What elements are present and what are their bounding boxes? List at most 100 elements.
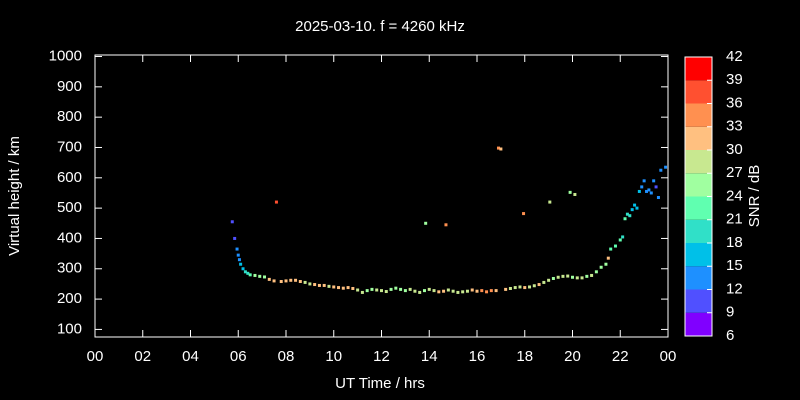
data-point — [322, 283, 326, 287]
data-point — [284, 279, 288, 283]
data-point — [294, 278, 298, 282]
colorbar-tick-label: 27 — [726, 164, 743, 181]
data-point — [370, 287, 374, 291]
data-point — [298, 280, 302, 284]
colorbar-band — [685, 289, 712, 313]
data-point — [236, 253, 240, 257]
colorbar-band — [685, 126, 712, 150]
y-tick-label: 200 — [57, 290, 82, 307]
x-tick-label: 00 — [660, 348, 677, 365]
data-point — [640, 185, 644, 189]
data-point — [346, 286, 350, 290]
data-point — [532, 284, 536, 288]
data-point — [604, 262, 608, 266]
data-point — [518, 285, 522, 289]
x-tick-label: 00 — [87, 348, 104, 365]
colorbar-band — [685, 312, 712, 336]
data-point — [475, 289, 479, 293]
data-point — [444, 223, 448, 227]
data-point — [399, 287, 403, 291]
data-point — [542, 280, 546, 284]
data-point — [508, 286, 512, 290]
data-point — [637, 189, 641, 193]
x-tick-label: 14 — [421, 348, 438, 365]
data-point — [279, 280, 283, 284]
data-point — [351, 286, 355, 290]
data-point — [499, 147, 503, 151]
data-point — [418, 290, 422, 294]
data-point — [263, 275, 267, 279]
data-point — [303, 280, 307, 284]
data-point — [590, 273, 594, 277]
data-point — [642, 179, 646, 183]
data-point — [606, 256, 610, 260]
data-point — [317, 283, 321, 287]
data-point — [566, 274, 570, 278]
x-tick-label: 12 — [373, 348, 390, 365]
y-tick-label: 400 — [57, 229, 82, 246]
data-point — [609, 247, 613, 251]
data-point — [230, 220, 234, 224]
colorbar-tick-label: 33 — [726, 118, 743, 135]
y-tick-label: 600 — [57, 169, 82, 186]
data-point — [633, 203, 637, 207]
data-point — [258, 274, 262, 278]
colorbar-band — [685, 243, 712, 267]
data-point — [246, 271, 250, 275]
data-point — [522, 212, 526, 216]
data-point — [437, 290, 441, 294]
data-point — [274, 200, 278, 204]
data-point — [456, 290, 460, 294]
data-point — [654, 185, 658, 189]
data-point — [413, 289, 417, 293]
data-point — [480, 289, 484, 293]
data-point — [548, 200, 552, 204]
data-point — [442, 289, 446, 293]
chart-title: 2025-03-10. f = 4260 kHz — [295, 18, 465, 35]
y-tick-label: 700 — [57, 138, 82, 155]
colorbar-band — [685, 80, 712, 104]
data-point — [308, 282, 312, 286]
colorbar-band — [685, 57, 712, 81]
y-tick-label: 800 — [57, 108, 82, 125]
data-point — [239, 262, 243, 266]
x-tick-label: 20 — [564, 348, 581, 365]
colorbar-tick-label: 12 — [726, 280, 743, 297]
y-tick-label: 100 — [57, 320, 82, 337]
colorbar-label: SNR / dB — [746, 165, 763, 228]
data-point — [327, 284, 331, 288]
data-point — [384, 290, 388, 294]
data-point — [664, 165, 668, 169]
data-point — [253, 273, 257, 277]
data-point — [494, 289, 498, 293]
y-tick-label: 1000 — [49, 47, 82, 64]
colorbar-tick-label: 6 — [726, 327, 734, 344]
colorbar-band — [685, 266, 712, 290]
data-point — [451, 289, 455, 293]
data-point — [623, 217, 627, 221]
data-point — [267, 277, 271, 281]
data-point — [573, 192, 577, 196]
y-axis-label: Virtual height / km — [6, 136, 23, 256]
data-point — [523, 286, 527, 290]
data-point — [635, 206, 639, 210]
data-point — [394, 286, 398, 290]
x-tick-label: 06 — [230, 348, 247, 365]
data-point — [332, 285, 336, 289]
colorbar-tick-label: 18 — [726, 234, 743, 251]
x-tick-label: 04 — [182, 348, 199, 365]
colorbar-tick-label: 30 — [726, 141, 743, 158]
data-point — [422, 289, 426, 293]
data-point — [621, 235, 625, 239]
colorbar-tick-label: 15 — [726, 257, 743, 274]
data-point — [432, 289, 436, 293]
data-point — [575, 276, 579, 280]
data-point — [233, 236, 237, 240]
data-point — [375, 288, 379, 292]
y-tick-label: 900 — [57, 78, 82, 95]
x-tick-label: 08 — [278, 348, 295, 365]
data-point — [489, 289, 493, 293]
colorbar-band — [685, 173, 712, 197]
